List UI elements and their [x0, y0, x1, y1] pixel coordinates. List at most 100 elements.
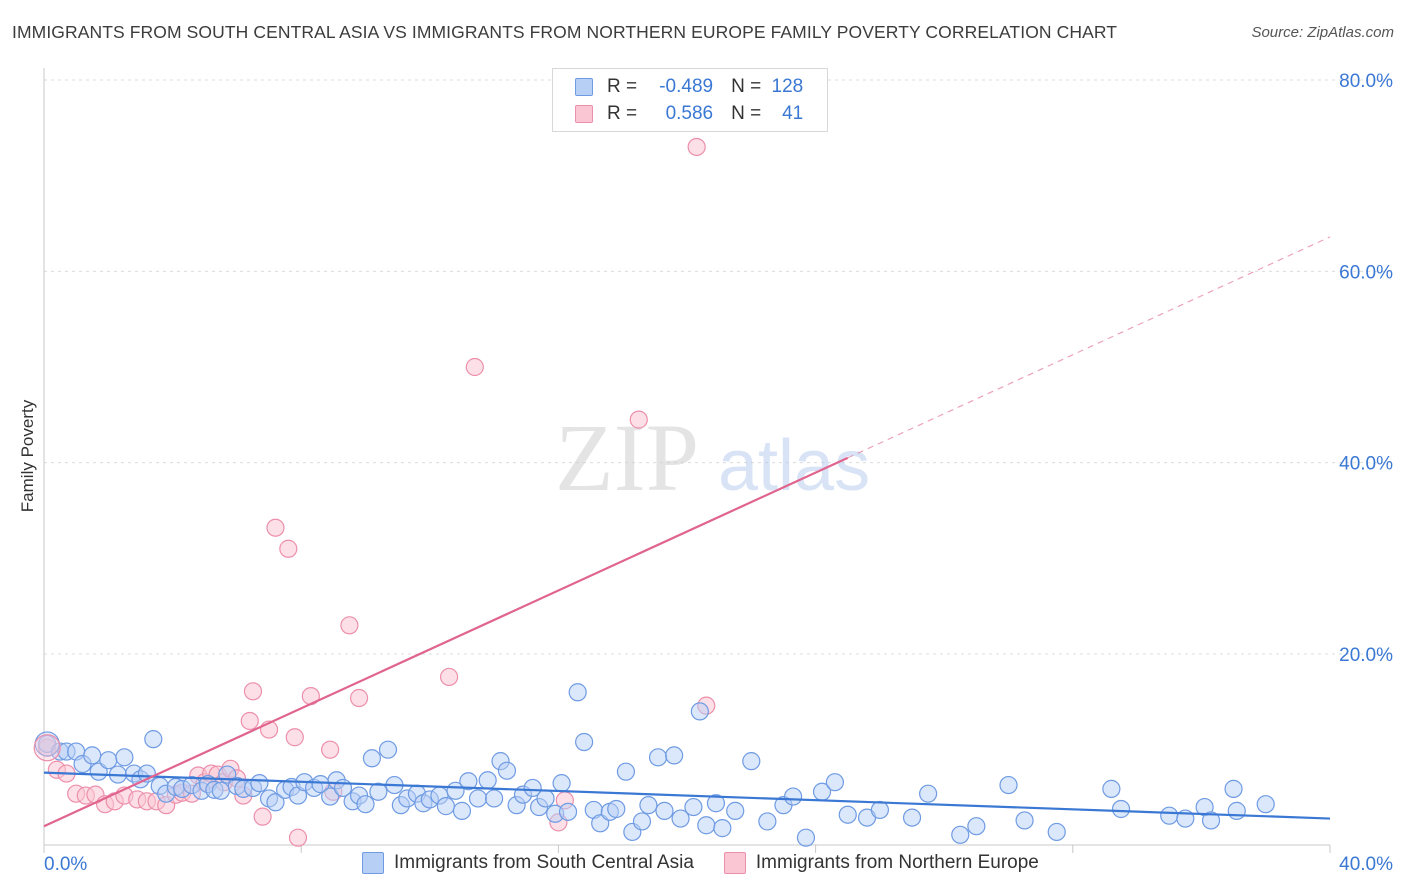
data-point-south-central-asia: [1256, 795, 1275, 814]
series-legend-item-northern-europe: Immigrants from Northern Europe: [723, 852, 1039, 874]
data-point-south-central-asia: [1227, 801, 1246, 820]
data-point-south-central-asia: [536, 789, 555, 808]
data-point-south-central-asia: [655, 801, 674, 820]
legend-r-label: R =: [607, 103, 638, 124]
legend-n-label: N =: [731, 76, 762, 97]
data-point-northern-europe: [243, 682, 263, 701]
watermark-zip: ZIP: [555, 404, 699, 511]
data-point-south-central-asia: [1047, 822, 1066, 842]
data-point-south-central-asia: [436, 797, 455, 816]
legend-swatch-pink: [575, 105, 593, 123]
data-point-northern-europe: [349, 688, 369, 708]
points-layer: [33, 137, 1275, 847]
data-point-south-central-asia: [999, 775, 1018, 795]
data-point-south-central-asia: [684, 797, 703, 817]
data-point-south-central-asia: [211, 781, 230, 800]
data-point-northern-europe: [340, 616, 359, 635]
data-point-south-central-asia: [639, 796, 658, 815]
data-point-south-central-asia: [607, 799, 626, 819]
series-label: Immigrants from Northern Europe: [755, 852, 1039, 873]
data-point-south-central-asia: [665, 746, 684, 765]
data-point-south-central-asia: [552, 774, 571, 793]
data-point-south-central-asia: [99, 751, 118, 770]
series-label: Immigrants from South Central Asia: [394, 852, 694, 873]
data-point-south-central-asia: [485, 789, 504, 808]
data-point-south-central-asia: [870, 800, 890, 820]
data-point-south-central-asia: [713, 819, 732, 838]
legend-r-label: R =: [607, 76, 638, 97]
data-point-south-central-asia: [1201, 811, 1221, 830]
y-tick-label: 60.0%: [1339, 262, 1393, 283]
legend-r-value: 0.586: [665, 103, 714, 124]
data-point-south-central-asia: [758, 812, 777, 831]
data-point-northern-europe: [279, 539, 298, 558]
data-point-south-central-asia: [452, 801, 472, 820]
trend-line-northern-europe-extrapolated: [847, 236, 1331, 459]
watermark-atlas: atlas: [718, 426, 870, 506]
legend-r-value: -0.489: [659, 76, 714, 97]
series-legend: Immigrants from South Central Asia Immig…: [362, 852, 1069, 874]
data-point-south-central-asia: [632, 812, 652, 831]
data-point-south-central-asia: [783, 787, 803, 806]
data-point-south-central-asia: [671, 809, 690, 828]
legend-n-value: 128: [771, 76, 804, 97]
trend-line-south-central-asia: [43, 771, 1331, 820]
data-point-south-central-asia: [796, 828, 816, 847]
legend-n-value: 41: [782, 103, 804, 124]
chart-title: IMMIGRANTS FROM SOUTH CENTRAL ASIA VS IM…: [12, 22, 1118, 42]
data-point-south-central-asia: [523, 778, 542, 798]
data-point-south-central-asia: [690, 702, 709, 721]
data-point-south-central-asia: [726, 801, 745, 820]
data-point-south-central-asia: [468, 789, 488, 808]
data-point-south-central-asia: [697, 816, 716, 835]
data-point-south-central-asia: [1224, 779, 1243, 798]
data-point-northern-europe: [288, 828, 308, 847]
data-point-south-central-asia: [459, 772, 478, 791]
data-point-south-central-asia: [825, 773, 844, 792]
axes: [43, 68, 1331, 853]
data-point-northern-europe: [687, 137, 706, 157]
data-point-northern-europe-large: [33, 734, 61, 762]
data-point-south-central-asia: [83, 746, 102, 765]
data-point-south-central-asia: [575, 732, 594, 752]
data-point-south-central-asia: [1111, 799, 1131, 819]
y-tick-label: 80.0%: [1339, 71, 1393, 92]
data-point-northern-europe: [439, 667, 459, 687]
data-point-south-central-asia: [742, 752, 761, 771]
data-point-south-central-asia: [497, 761, 517, 780]
data-point-south-central-asia: [951, 825, 970, 844]
data-point-south-central-asia: [250, 774, 269, 793]
data-point-northern-europe: [253, 807, 272, 826]
tick-labels: 20.0% 40.0% 60.0% 80.0% 0.0% 40.0%: [44, 71, 1393, 875]
data-point-south-central-asia: [616, 762, 636, 781]
data-point-south-central-asia: [838, 805, 857, 824]
data-point-south-central-asia: [1102, 779, 1121, 798]
y-tick-label: 40.0%: [1339, 454, 1393, 475]
data-point-south-central-asia: [919, 784, 938, 803]
data-point-south-central-asia: [362, 749, 382, 768]
data-point-south-central-asia: [321, 787, 340, 806]
source-label: Source: ZipAtlas.com: [1251, 24, 1394, 41]
data-point-northern-europe: [266, 518, 285, 537]
data-point-northern-europe: [285, 728, 304, 747]
legend-swatch-blue: [575, 78, 593, 96]
trend-line-northern-europe: [43, 456, 849, 828]
series-legend-item-south-central-asia: Immigrants from South Central Asia: [362, 852, 694, 874]
trend-lines: [43, 236, 1331, 828]
legend-row-northern-europe: R = 0.586 N = 41: [575, 102, 803, 126]
data-point-south-central-asia: [115, 748, 134, 767]
data-point-south-central-asia: [478, 771, 497, 790]
data-point-south-central-asia: [1015, 811, 1034, 830]
data-point-south-central-asia: [144, 730, 163, 749]
y-tick-label: 20.0%: [1339, 645, 1393, 666]
data-point-south-central-asia: [369, 782, 388, 801]
data-point-south-central-asia: [568, 683, 587, 702]
data-point-south-central-asia: [356, 795, 375, 814]
data-point-south-central-asia: [706, 794, 726, 813]
data-point-northern-europe: [629, 410, 648, 429]
gridlines: [44, 79, 1392, 655]
y-axis-label: Family Poverty: [18, 399, 37, 513]
data-point-south-central-asia: [558, 802, 578, 821]
data-point-south-central-asia: [967, 817, 986, 836]
